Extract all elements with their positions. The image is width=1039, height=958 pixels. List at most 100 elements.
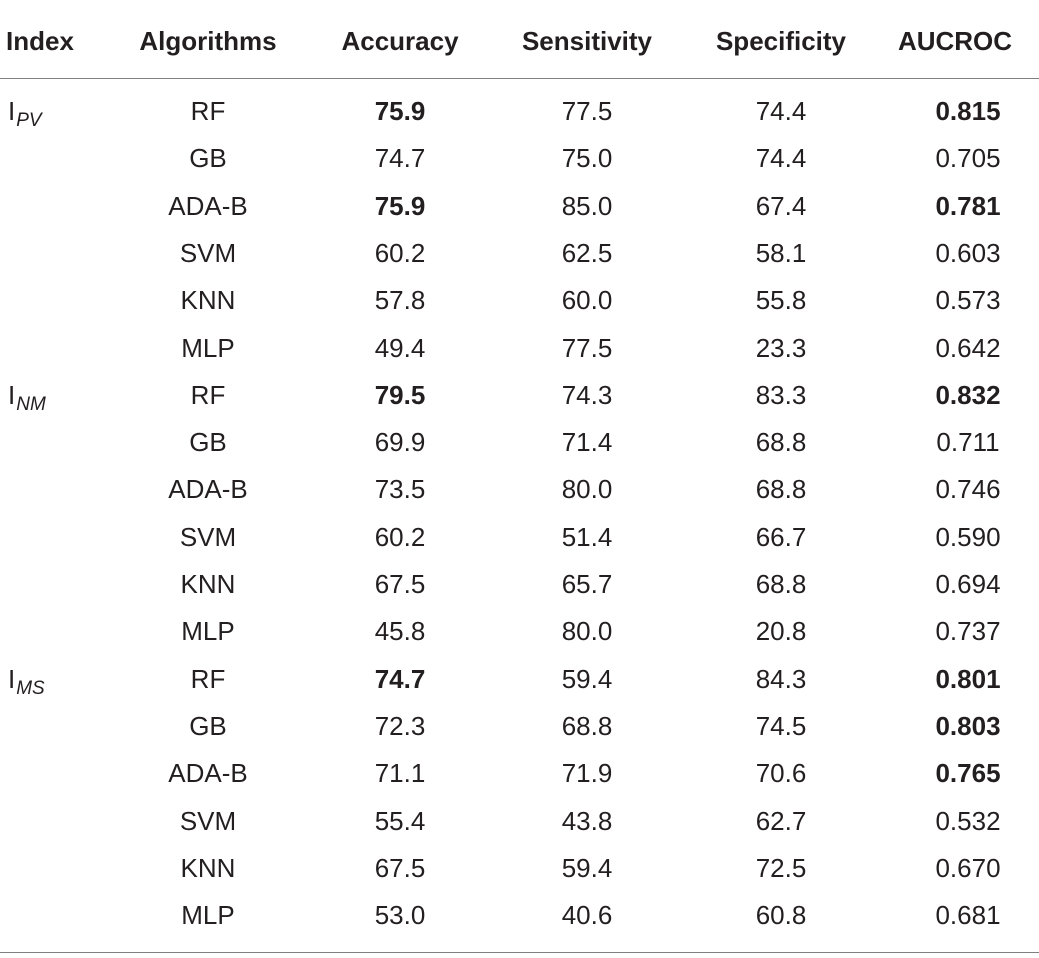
specificity-cell: 84.3 bbox=[755, 663, 807, 694]
table-row: SVM 55.4 43.8 62.7 0.532 bbox=[0, 798, 1039, 845]
accuracy-cell: 67.5 bbox=[374, 852, 426, 883]
specificity-cell: 20.8 bbox=[755, 616, 807, 647]
index-subscript: PV bbox=[16, 110, 42, 131]
sensitivity-cell: 43.8 bbox=[561, 805, 613, 836]
sensitivity-cell: 59.4 bbox=[561, 663, 613, 694]
aucroc-cell: 0.815 bbox=[935, 96, 1001, 126]
sensitivity-cell: 80.0 bbox=[561, 616, 613, 647]
algorithm-cell: ADA-B bbox=[168, 190, 248, 221]
index-cell: IPV bbox=[8, 88, 42, 138]
header-sensitivity: Sensitivity bbox=[521, 26, 653, 56]
table-header: Index Algorithms Accuracy Sensitivity Sp… bbox=[0, 0, 1039, 78]
algorithm-cell: ADA-B bbox=[168, 474, 248, 505]
accuracy-cell: 75.9 bbox=[374, 96, 426, 126]
table-row: ADA-B 73.5 80.0 68.8 0.746 bbox=[0, 466, 1039, 513]
index-main: I bbox=[8, 663, 16, 694]
index-subscript: MS bbox=[16, 677, 45, 699]
accuracy-cell: 45.8 bbox=[374, 616, 426, 647]
aucroc-cell: 0.642 bbox=[935, 332, 1001, 363]
sensitivity-cell: 71.9 bbox=[561, 758, 613, 789]
aucroc-cell: 0.746 bbox=[935, 474, 1001, 505]
sensitivity-cell: 68.8 bbox=[561, 710, 613, 741]
index-cell: IMS bbox=[8, 656, 45, 706]
algorithm-cell: KNN bbox=[180, 852, 236, 883]
aucroc-cell: 0.765 bbox=[935, 758, 1001, 789]
algorithm-cell: SVM bbox=[179, 521, 237, 552]
table-row: GB 69.9 71.4 68.8 0.711 bbox=[0, 419, 1039, 466]
specificity-cell: 74.5 bbox=[755, 710, 807, 741]
specificity-cell: 74.4 bbox=[755, 96, 807, 126]
table-row: GB 74.7 75.0 74.4 0.705 bbox=[0, 135, 1039, 182]
table-row: IMS RF 74.7 59.4 84.3 0.801 bbox=[0, 656, 1039, 703]
table-row: IPV RF 75.9 77.5 74.4 0.815 bbox=[0, 88, 1039, 135]
aucroc-cell: 0.590 bbox=[935, 521, 1001, 552]
index-main: I bbox=[8, 379, 16, 410]
index-subscript: NM bbox=[16, 393, 46, 415]
specificity-cell: 55.8 bbox=[755, 285, 807, 316]
algorithm-cell: SVM bbox=[179, 237, 237, 268]
sensitivity-cell: 60.0 bbox=[561, 285, 613, 316]
aucroc-cell: 0.803 bbox=[935, 710, 1001, 741]
aucroc-cell: 0.532 bbox=[935, 805, 1001, 836]
algorithm-cell: GB bbox=[189, 710, 227, 741]
accuracy-cell: 75.9 bbox=[374, 190, 426, 221]
table-row: SVM 60.2 51.4 66.7 0.590 bbox=[0, 514, 1039, 561]
accuracy-cell: 53.0 bbox=[374, 900, 426, 931]
sensitivity-cell: 62.5 bbox=[561, 237, 613, 268]
sensitivity-cell: 71.4 bbox=[561, 427, 613, 458]
accuracy-cell: 72.3 bbox=[374, 710, 426, 741]
header-accuracy: Accuracy bbox=[341, 26, 459, 56]
table-bottom-rule bbox=[0, 952, 1039, 953]
sensitivity-cell: 85.0 bbox=[561, 190, 613, 221]
algorithm-cell: MLP bbox=[181, 616, 235, 647]
table-row: KNN 57.8 60.0 55.8 0.573 bbox=[0, 277, 1039, 324]
accuracy-cell: 71.1 bbox=[374, 758, 426, 789]
sensitivity-cell: 51.4 bbox=[561, 521, 613, 552]
accuracy-cell: 79.5 bbox=[374, 379, 426, 410]
sensitivity-cell: 59.4 bbox=[561, 852, 613, 883]
header-divider bbox=[0, 78, 1039, 79]
sensitivity-cell: 65.7 bbox=[561, 569, 613, 599]
accuracy-cell: 55.4 bbox=[374, 805, 426, 836]
algorithm-cell: MLP bbox=[181, 900, 235, 931]
aucroc-cell: 0.681 bbox=[935, 900, 1001, 931]
sensitivity-cell: 40.6 bbox=[561, 900, 613, 931]
specificity-cell: 68.8 bbox=[755, 427, 807, 458]
table-row: MLP 53.0 40.6 60.8 0.681 bbox=[0, 892, 1039, 939]
accuracy-cell: 49.4 bbox=[374, 332, 426, 363]
table-row: SVM 60.2 62.5 58.1 0.603 bbox=[0, 230, 1039, 277]
sensitivity-cell: 77.5 bbox=[561, 96, 613, 126]
specificity-cell: 66.7 bbox=[755, 521, 807, 552]
header-aucroc: AUCROC bbox=[897, 26, 1013, 56]
aucroc-cell: 0.832 bbox=[935, 379, 1001, 410]
aucroc-cell: 0.801 bbox=[935, 663, 1001, 694]
accuracy-cell: 73.5 bbox=[374, 474, 426, 505]
aucroc-cell: 0.573 bbox=[935, 285, 1001, 316]
specificity-cell: 70.6 bbox=[755, 758, 807, 789]
index-cell: INM bbox=[8, 372, 46, 422]
aucroc-cell: 0.711 bbox=[936, 427, 1000, 458]
specificity-cell: 67.4 bbox=[755, 190, 807, 221]
table-row: ADA-B 75.9 85.0 67.4 0.781 bbox=[0, 183, 1039, 230]
accuracy-cell: 74.7 bbox=[374, 663, 426, 694]
algorithm-cell: ADA-B bbox=[168, 758, 248, 789]
algorithm-cell: GB bbox=[189, 427, 227, 458]
sensitivity-cell: 75.0 bbox=[561, 143, 613, 174]
header-specificity: Specificity bbox=[715, 26, 847, 56]
header-index: Index bbox=[6, 26, 74, 56]
index-main: I bbox=[8, 96, 16, 126]
specificity-cell: 83.3 bbox=[755, 379, 807, 410]
algorithm-cell: KNN bbox=[180, 569, 236, 599]
aucroc-cell: 0.670 bbox=[935, 852, 1001, 883]
accuracy-cell: 69.9 bbox=[374, 427, 426, 458]
aucroc-cell: 0.705 bbox=[935, 143, 1001, 174]
sensitivity-cell: 74.3 bbox=[561, 379, 613, 410]
specificity-cell: 74.4 bbox=[755, 143, 807, 174]
algorithm-cell: GB bbox=[189, 143, 227, 174]
specificity-cell: 58.1 bbox=[755, 237, 807, 268]
accuracy-cell: 60.2 bbox=[374, 521, 426, 552]
specificity-cell: 60.8 bbox=[755, 900, 807, 931]
table-row: GB 72.3 68.8 74.5 0.803 bbox=[0, 703, 1039, 750]
algorithm-cell: RF bbox=[190, 96, 226, 126]
sensitivity-cell: 80.0 bbox=[561, 474, 613, 505]
